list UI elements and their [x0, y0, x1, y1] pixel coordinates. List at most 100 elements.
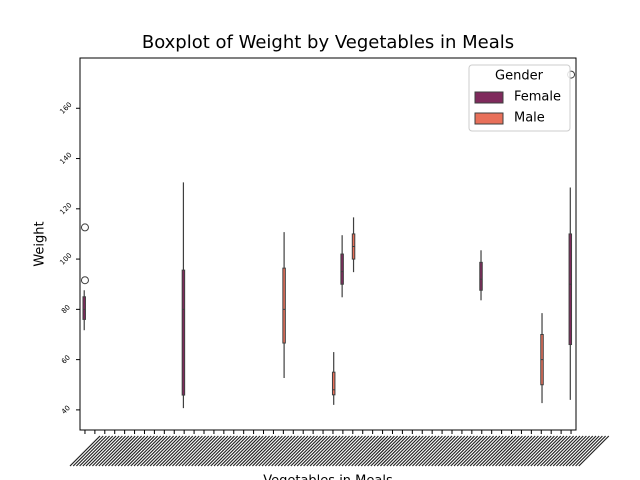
x-tick-label-clutter [421, 435, 453, 467]
x-tick-label-clutter [171, 435, 203, 467]
x-tick-label-clutter [536, 435, 568, 467]
x-tick-label-clutter [447, 435, 479, 467]
x-tick-label-clutter [72, 435, 104, 467]
box [331, 371, 336, 396]
x-tick-label-clutter [175, 435, 207, 467]
x-tick-label-clutter [341, 435, 373, 467]
x-tick-label-clutter [117, 435, 149, 467]
x-tick-label-clutter [523, 435, 555, 467]
x-tick-label-clutter [437, 435, 469, 467]
x-tick-label-clutter [367, 435, 399, 467]
x-tick-label-clutter [479, 435, 511, 467]
x-tick-label-clutter [491, 435, 523, 467]
x-tick-label-clutter [293, 435, 325, 467]
x-tick-label-clutter [325, 435, 357, 467]
x-tick-label-clutter [555, 435, 587, 467]
x-tick-label-clutter [165, 435, 197, 467]
x-tick-label-clutter [203, 435, 235, 467]
x-tick-label-clutter [264, 435, 296, 467]
x-tick-label-clutter [123, 435, 155, 467]
x-tick-label-clutter [383, 435, 415, 467]
x-tick-label-clutter [258, 435, 290, 467]
y-axis-label: Weight [33, 221, 48, 266]
x-tick-label-clutter [277, 435, 309, 467]
x-tick-label-clutter [88, 435, 120, 467]
x-tick-label-clutter [239, 435, 271, 467]
x-tick-label-clutter [488, 435, 520, 467]
x-tick-label-clutter [475, 435, 507, 467]
x-tick-label-clutter [504, 435, 536, 467]
x-tick-label-clutter [280, 435, 312, 467]
x-tick-label-clutter [303, 435, 335, 467]
x-tick-label-clutter [373, 435, 405, 467]
x-tick-label-clutter [328, 435, 360, 467]
x-tick-label-clutter [472, 435, 504, 467]
x-axis-label: Vegetables in Meals [263, 474, 393, 480]
y-tick-label: 80 [60, 303, 72, 315]
x-tick-label-clutter [136, 435, 168, 467]
x-tick-label-clutter [261, 435, 293, 467]
x-tick-label-clutter [415, 435, 447, 467]
x-tick-label-clutter [440, 435, 472, 467]
x-tick-label-clutter [485, 435, 517, 467]
x-tick-label-clutter [133, 435, 165, 467]
x-tick-label-clutter [95, 435, 127, 467]
x-tick-label-clutter [530, 435, 562, 467]
x-tick-label-clutter [386, 435, 418, 467]
x-tick-label-clutter [290, 435, 322, 467]
x-tick-label-clutter [101, 435, 133, 467]
x-tick-label-clutter [91, 435, 123, 467]
box [181, 269, 186, 396]
x-tick-label-clutter [184, 435, 216, 467]
x-tick-label-clutter [495, 435, 527, 467]
x-tick-label-clutter [155, 435, 187, 467]
x-tick-label-clutter [152, 435, 184, 467]
x-tick-label-clutter [395, 435, 427, 467]
x-tick-label-clutter [507, 435, 539, 467]
x-tick-label-clutter [178, 435, 210, 467]
x-tick-label-clutter [242, 435, 274, 467]
x-tick-label-clutter [312, 435, 344, 467]
x-tick-label-clutter [402, 435, 434, 467]
x-tick-label-clutter [463, 435, 495, 467]
x-tick-label-clutter [575, 435, 607, 467]
x-tick-label-clutter [168, 435, 200, 467]
x-tick-label-clutter [114, 435, 146, 467]
x-tick-label-clutter [450, 435, 482, 467]
box [568, 233, 573, 346]
x-tick-label-clutter [543, 435, 575, 467]
x-tick-label-clutter [104, 435, 136, 467]
x-tick-label-clutter [191, 435, 223, 467]
x-tick-label-clutter [139, 435, 171, 467]
x-tick-label-clutter [370, 435, 402, 467]
x-tick-label-clutter [255, 435, 287, 467]
x-tick-label-clutter [267, 435, 299, 467]
outlier [80, 276, 89, 285]
legend: Gender Female Male [468, 64, 571, 132]
x-tick-label-clutter [408, 435, 440, 467]
x-tick-label-clutter [98, 435, 130, 467]
x-tick-label-clutter [127, 435, 159, 467]
x-tick-label-clutter [213, 435, 245, 467]
x-tick-label-clutter [331, 435, 363, 467]
x-tick-label-clutter [309, 435, 341, 467]
x-tick-label-clutter [130, 435, 162, 467]
x-tick-label-clutter [434, 435, 466, 467]
x-tick-label-clutter [232, 435, 264, 467]
x-tick-label-clutter [162, 435, 194, 467]
box [479, 261, 483, 291]
box [340, 253, 344, 285]
x-tick-label-clutter [453, 435, 485, 467]
x-tick-label-clutter [194, 435, 226, 467]
x-tick-label-clutter [431, 435, 463, 467]
x-tick-label-clutter [181, 435, 213, 467]
plot-frame [79, 57, 577, 431]
x-tick-label-clutter [120, 435, 152, 467]
x-tick-label-clutter [229, 435, 261, 467]
x-tick-label-clutter [69, 435, 101, 467]
x-tick-label-clutter [469, 435, 501, 467]
x-tick-label-clutter [399, 435, 431, 467]
x-tick-label-clutter [251, 435, 283, 467]
x-tick-label-clutter [533, 435, 565, 467]
x-tick-label-clutter [571, 435, 603, 467]
